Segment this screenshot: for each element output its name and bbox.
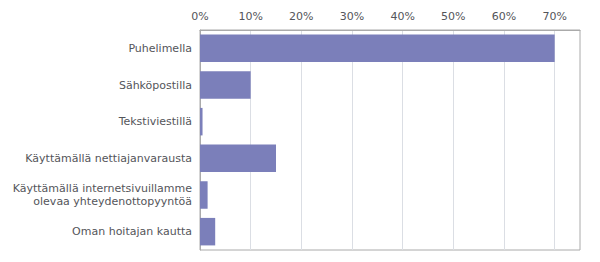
svg-text:Oman hoitajan kautta: Oman hoitajan kautta (72, 225, 192, 238)
svg-text:Käyttämällä internetsivuillamm: Käyttämällä internetsivuillamme (13, 182, 193, 195)
svg-text:30%: 30% (340, 10, 364, 23)
svg-text:olevaa yhteydenottopyyntöä: olevaa yhteydenottopyyntöä (33, 195, 192, 208)
svg-text:0%: 0% (191, 10, 208, 23)
svg-text:70%: 70% (542, 10, 566, 23)
svg-text:50%: 50% (441, 10, 465, 23)
svg-text:Sähköpostilla: Sähköpostilla (119, 79, 192, 92)
svg-text:10%: 10% (238, 10, 262, 23)
svg-text:Käyttämällä nettiajanvarausta: Käyttämällä nettiajanvarausta (25, 152, 192, 165)
svg-text:Tekstiviestillä: Tekstiviestillä (118, 115, 192, 128)
svg-text:60%: 60% (492, 10, 516, 23)
svg-text:20%: 20% (289, 10, 313, 23)
svg-text:40%: 40% (390, 10, 414, 23)
svg-text:Puhelimella: Puhelimella (128, 42, 192, 55)
